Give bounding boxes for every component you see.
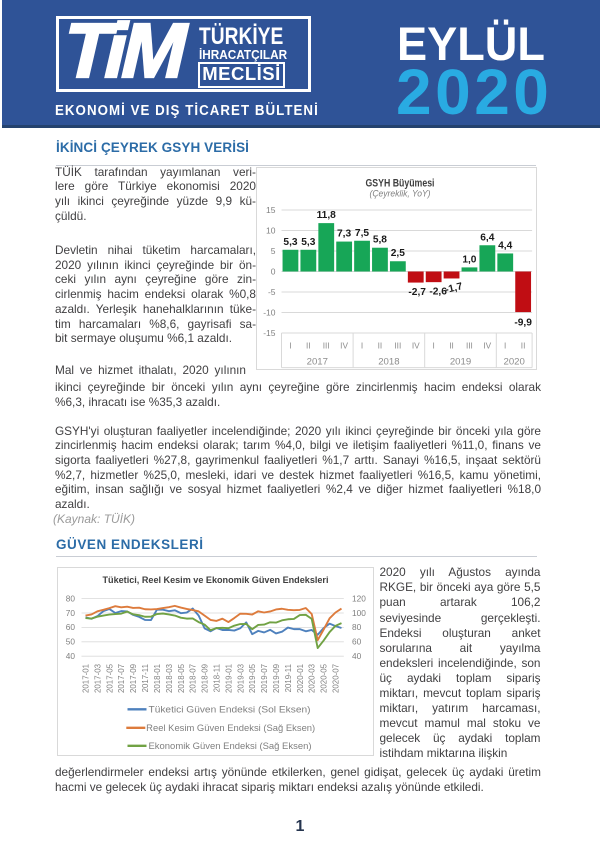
- svg-text:70: 70: [65, 608, 75, 618]
- svg-text:100: 100: [352, 608, 366, 618]
- svg-text:Ekonomik Güven Endeksi (Sağ Ek: Ekonomik Güven Endeksi (Sağ Eksen): [148, 741, 311, 751]
- svg-text:2017-03: 2017-03: [93, 663, 102, 693]
- svg-text:5: 5: [271, 246, 276, 256]
- svg-text:10: 10: [266, 226, 276, 236]
- svg-text:(Çeyreklik, YoY): (Çeyreklik, YoY): [370, 189, 431, 200]
- svg-text:2019: 2019: [450, 357, 471, 368]
- svg-text:IV: IV: [412, 340, 420, 350]
- svg-text:40: 40: [352, 651, 362, 661]
- svg-text:2019-01: 2019-01: [224, 664, 233, 693]
- svg-text:2017-01: 2017-01: [81, 664, 90, 693]
- svg-text:2018-09: 2018-09: [200, 663, 209, 693]
- svg-text:1,0: 1,0: [462, 254, 476, 265]
- svg-text:III: III: [466, 340, 473, 350]
- svg-text:5,8: 5,8: [373, 235, 387, 246]
- svg-text:60: 60: [65, 622, 75, 632]
- svg-text:60: 60: [352, 637, 362, 647]
- svg-text:-9,9: -9,9: [514, 318, 532, 329]
- svg-text:II: II: [521, 340, 526, 350]
- svg-text:2019-05: 2019-05: [248, 663, 257, 693]
- svg-text:2018-05: 2018-05: [176, 663, 185, 693]
- svg-text:Tüketici Güven Endeksi (Sol Ek: Tüketici Güven Endeksi (Sol Eksen): [148, 705, 310, 715]
- svg-text:0: 0: [271, 267, 276, 277]
- svg-text:Tüketici, Reel Kesim ve Ekonom: Tüketici, Reel Kesim ve Ekonomik Güven E…: [102, 574, 328, 585]
- svg-text:6,4: 6,4: [480, 232, 494, 243]
- svg-text:40: 40: [65, 651, 75, 661]
- svg-text:-1,7: -1,7: [444, 281, 464, 296]
- svg-text:2017-11: 2017-11: [141, 664, 150, 692]
- svg-text:2017-05: 2017-05: [105, 663, 114, 693]
- svg-text:7,3: 7,3: [337, 229, 351, 240]
- svg-text:80: 80: [65, 593, 75, 603]
- svg-text:11,8: 11,8: [317, 210, 337, 221]
- svg-text:2019-07: 2019-07: [260, 664, 269, 693]
- svg-text:4,4: 4,4: [498, 241, 512, 252]
- svg-text:-2,6: -2,6: [429, 287, 447, 298]
- svg-text:IV: IV: [340, 340, 348, 350]
- svg-text:2020: 2020: [504, 357, 525, 368]
- svg-text:2017: 2017: [307, 357, 328, 368]
- svg-text:III: III: [323, 340, 330, 350]
- svg-text:-5: -5: [268, 287, 276, 297]
- svg-text:15: 15: [266, 205, 276, 215]
- svg-text:GSYH Büyümesi: GSYH Büyümesi: [366, 178, 435, 190]
- svg-text:50: 50: [65, 637, 75, 647]
- svg-text:5,3: 5,3: [283, 237, 297, 248]
- svg-text:2020-05: 2020-05: [319, 663, 328, 693]
- svg-text:II: II: [378, 340, 383, 350]
- svg-text:2019-09: 2019-09: [272, 663, 281, 693]
- svg-text:2020-07: 2020-07: [331, 664, 340, 693]
- svg-text:2019-03: 2019-03: [236, 663, 245, 693]
- svg-text:2018-11: 2018-11: [212, 664, 221, 692]
- svg-text:120: 120: [352, 593, 366, 603]
- svg-text:I: I: [504, 340, 506, 350]
- svg-text:Reel Kesim Güven Endeksi (Sağ: Reel Kesim Güven Endeksi (Sağ Eksen): [146, 723, 315, 733]
- svg-text:II: II: [449, 340, 454, 350]
- svg-text:5,3: 5,3: [301, 237, 315, 248]
- svg-text:2018-01: 2018-01: [152, 664, 161, 693]
- svg-text:2020-03: 2020-03: [307, 663, 316, 693]
- svg-text:-2,7: -2,7: [408, 287, 426, 298]
- svg-text:2017-09: 2017-09: [129, 663, 138, 693]
- svg-text:80: 80: [352, 622, 362, 632]
- svg-text:2,5: 2,5: [391, 248, 405, 259]
- svg-text:IV: IV: [483, 340, 491, 350]
- svg-text:2018: 2018: [378, 357, 399, 368]
- svg-text:2019-11: 2019-11: [283, 664, 292, 692]
- svg-text:2018-03: 2018-03: [164, 663, 173, 693]
- svg-text:I: I: [361, 340, 363, 350]
- svg-text:III: III: [394, 340, 401, 350]
- svg-text:II: II: [306, 340, 311, 350]
- svg-text:7,5: 7,5: [355, 228, 369, 239]
- svg-text:-10: -10: [263, 308, 276, 318]
- svg-text:I: I: [432, 340, 434, 350]
- svg-text:-15: -15: [263, 328, 276, 338]
- svg-text:I: I: [289, 340, 291, 350]
- svg-text:2017-07: 2017-07: [117, 664, 126, 693]
- svg-text:2020-01: 2020-01: [295, 664, 304, 693]
- svg-text:2018-07: 2018-07: [188, 664, 197, 693]
